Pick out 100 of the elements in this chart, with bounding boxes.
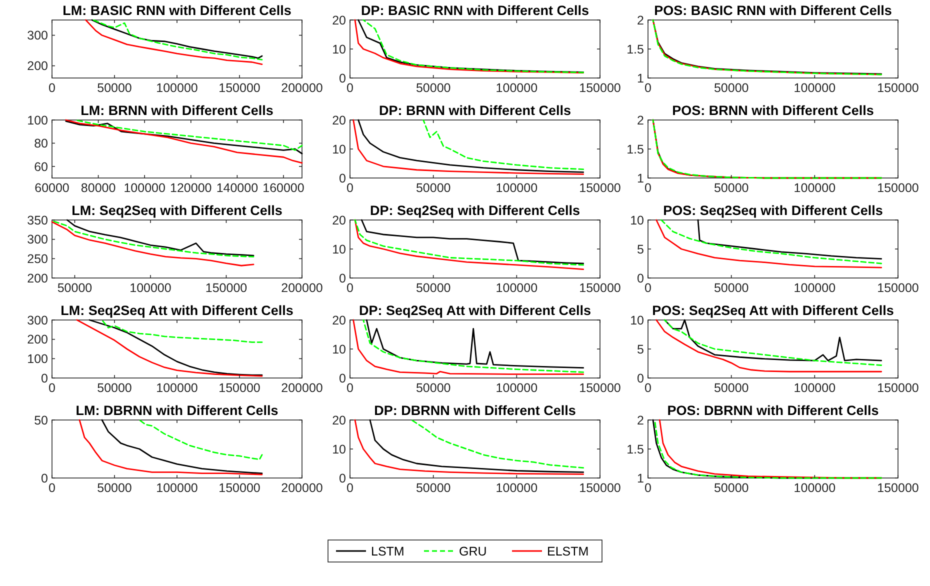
- y-tick-label: 1: [637, 171, 644, 186]
- line-series: [65, 119, 303, 164]
- x-tick-label: 100000: [496, 381, 538, 395]
- y-tick-label: 1: [637, 71, 644, 86]
- chart-title: DP: BASIC RNN with Different Cells: [360, 3, 590, 18]
- y-tick-label: 0: [637, 371, 644, 386]
- x-tick-label: 50000: [57, 281, 92, 295]
- x-tick-label: 50000: [714, 481, 749, 495]
- x-tick-label: 150000: [877, 481, 919, 495]
- line-series: [656, 319, 882, 372]
- chart-title: LM: DBRNN with Different Cells: [76, 403, 278, 418]
- y-tick-label: 200: [27, 59, 48, 74]
- line-series: [51, 221, 254, 266]
- y-tick-label: 10: [332, 242, 346, 256]
- y-tick-label: 100: [27, 352, 48, 366]
- chart-title: DP: DBRNN with Different Cells: [374, 403, 576, 418]
- x-tick-label: 150000: [579, 381, 621, 395]
- x-tick-label: 150000: [205, 281, 248, 295]
- x-tick-label: 100000: [794, 281, 836, 295]
- y-tick-label: 80: [34, 136, 48, 151]
- y-tick-label: 0: [339, 171, 346, 186]
- y-tick-label: 1.5: [626, 42, 644, 56]
- chart-title: DP: Seq2Seq Att with Different Cells: [358, 303, 592, 318]
- chart-title: LM: BRNN with Different Cells: [80, 103, 274, 118]
- chart-title: LM: BASIC RNN with Different Cells: [62, 3, 292, 18]
- x-tick-label: 200000: [281, 481, 323, 495]
- chart-title: LM: Seq2Seq with Different Cells: [72, 203, 282, 218]
- y-tick-label: 200: [27, 332, 48, 347]
- x-tick-label: 100000: [794, 381, 836, 395]
- line-series: [65, 120, 303, 154]
- chart-title: DP: BRNN with Different Cells: [378, 103, 572, 118]
- y-tick-label: 0: [41, 371, 48, 386]
- x-tick-label: 100000: [124, 181, 166, 195]
- y-tick-label: 10: [332, 42, 346, 56]
- legend-label: ELSTM: [547, 544, 589, 558]
- x-tick-label: 150000: [579, 81, 621, 95]
- y-tick-label: 60: [34, 160, 48, 174]
- x-tick-label: 50000: [97, 381, 132, 395]
- x-tick-label: 150000: [579, 181, 621, 195]
- y-tick-label: 0: [339, 71, 346, 86]
- line-series: [697, 219, 882, 260]
- y-tick-label: 200: [27, 271, 48, 286]
- x-tick-label: 150000: [218, 81, 260, 95]
- x-tick-label: 50000: [714, 81, 749, 95]
- y-tick-label: 50: [34, 413, 48, 428]
- x-tick-label: 100000: [156, 481, 198, 495]
- line-series: [101, 319, 263, 343]
- chart-title: POS: Seq2Seq with Different Cells: [663, 203, 883, 218]
- x-tick-label: 100000: [496, 181, 538, 195]
- y-tick-label: 300: [27, 28, 48, 43]
- y-tick-label: 300: [27, 313, 48, 328]
- x-tick-label: 50000: [714, 281, 749, 295]
- chart-title: POS: Seq2Seq Att with Different Cells: [652, 303, 894, 318]
- chart-title: POS: DBRNN with Different Cells: [667, 403, 879, 418]
- y-tick-label: 10: [630, 313, 644, 328]
- x-tick-label: 150000: [877, 81, 919, 95]
- y-tick-label: 100: [27, 113, 48, 128]
- y-tick-label: 0: [339, 271, 346, 286]
- legend-label: LSTM: [371, 544, 404, 558]
- x-tick-label: 100000: [794, 81, 836, 95]
- y-tick-label: 20: [332, 413, 346, 428]
- x-tick-label: 150000: [579, 281, 621, 295]
- y-tick-label: 250: [27, 252, 48, 266]
- y-tick-label: 20: [332, 313, 346, 328]
- line-series: [74, 119, 303, 151]
- y-tick-label: 1.5: [626, 142, 644, 156]
- x-tick-label: 150000: [877, 281, 919, 295]
- chart-title: POS: BRNN with Different Cells: [672, 103, 874, 118]
- x-tick-label: 150000: [877, 381, 919, 395]
- x-tick-label: 150000: [218, 481, 260, 495]
- x-tick-label: 50000: [416, 281, 451, 295]
- y-tick-label: 2: [637, 413, 644, 428]
- y-tick-label: 2: [637, 13, 644, 28]
- x-tick-label: 120000: [170, 181, 212, 195]
- chart-title: LM: Seq2Seq Att with Different Cells: [60, 303, 294, 318]
- y-tick-label: 0: [637, 271, 644, 286]
- x-tick-label: 150000: [877, 181, 919, 195]
- chart-title: DP: Seq2Seq with Different Cells: [370, 203, 580, 218]
- x-tick-label: 200000: [281, 381, 323, 395]
- y-tick-label: 5: [637, 342, 644, 356]
- x-tick-label: 50000: [416, 81, 451, 95]
- y-tick-label: 2: [637, 113, 644, 128]
- x-tick-label: 50000: [416, 381, 451, 395]
- y-tick-label: 20: [332, 113, 346, 128]
- x-tick-label: 140000: [216, 181, 258, 195]
- x-tick-label: 100000: [496, 81, 538, 95]
- x-tick-label: 150000: [579, 481, 621, 495]
- line-series: [138, 419, 263, 460]
- x-tick-label: 150000: [218, 381, 260, 395]
- y-tick-label: 10: [332, 342, 346, 356]
- x-tick-label: 50000: [97, 81, 132, 95]
- y-tick-label: 0: [41, 471, 48, 486]
- x-tick-label: 60000: [34, 181, 70, 195]
- y-tick-label: 10: [332, 442, 346, 456]
- x-tick-label: 50000: [714, 181, 749, 195]
- x-tick-label: 50000: [416, 181, 451, 195]
- y-tick-label: 20: [332, 13, 346, 28]
- y-tick-label: 10: [332, 142, 346, 156]
- x-tick-label: 100000: [794, 181, 836, 195]
- x-tick-label: 100000: [130, 281, 172, 295]
